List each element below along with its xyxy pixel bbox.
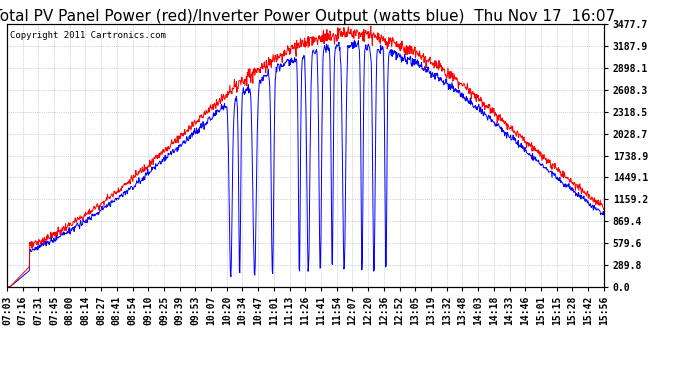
- Text: Total PV Panel Power (red)/Inverter Power Output (watts blue)  Thu Nov 17  16:07: Total PV Panel Power (red)/Inverter Powe…: [0, 9, 615, 24]
- Text: Copyright 2011 Cartronics.com: Copyright 2011 Cartronics.com: [10, 31, 166, 40]
